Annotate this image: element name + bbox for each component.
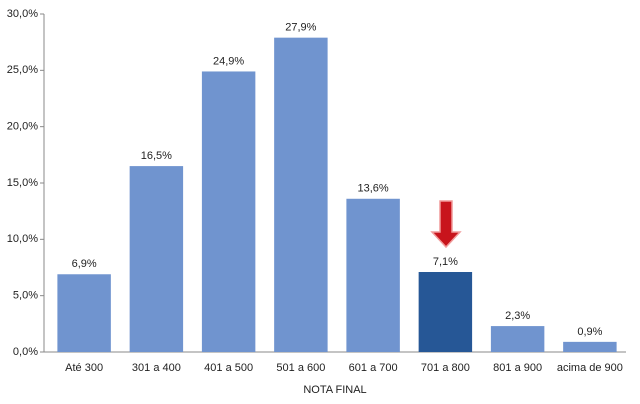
- x-tick-label: 601 a 700: [349, 362, 398, 374]
- y-tick-label: 5,0%: [13, 290, 38, 302]
- y-tick-label: 20,0%: [7, 121, 38, 133]
- x-tick-label: 401 a 500: [204, 362, 253, 374]
- y-tick-label: 0,0%: [13, 346, 38, 358]
- bar: [563, 341, 617, 352]
- bar: [346, 198, 400, 352]
- bar: [201, 71, 256, 353]
- value-label: 7,1%: [433, 256, 458, 268]
- bar: [57, 274, 111, 352]
- bar: [129, 166, 184, 352]
- bar: [274, 37, 328, 352]
- value-label: 24,9%: [213, 55, 244, 67]
- y-tick-label: 10,0%: [7, 233, 38, 245]
- y-tick-label: 15,0%: [7, 177, 38, 189]
- x-tick-label: Até 300: [65, 362, 103, 374]
- x-tick-label: acima de 900: [557, 362, 623, 374]
- x-tick-label: 301 a 400: [132, 362, 181, 374]
- x-axis-title: NOTA FINAL: [303, 384, 366, 396]
- x-tick-label: 701 a 800: [421, 362, 470, 374]
- highlight-arrow: [430, 200, 462, 249]
- value-label: 13,6%: [358, 183, 389, 195]
- x-tick-label: 501 a 600: [276, 362, 325, 374]
- value-label: 6,9%: [72, 258, 97, 270]
- y-tick-label: 25,0%: [7, 64, 38, 76]
- value-label: 27,9%: [285, 22, 316, 34]
- bar: [418, 272, 473, 352]
- value-label: 16,5%: [141, 150, 172, 162]
- bar: [490, 326, 545, 352]
- x-tick-label: 801 a 900: [493, 362, 542, 374]
- value-label: 2,3%: [505, 310, 530, 322]
- y-tick-label: 30,0%: [7, 8, 38, 20]
- value-label: 0,9%: [577, 326, 602, 338]
